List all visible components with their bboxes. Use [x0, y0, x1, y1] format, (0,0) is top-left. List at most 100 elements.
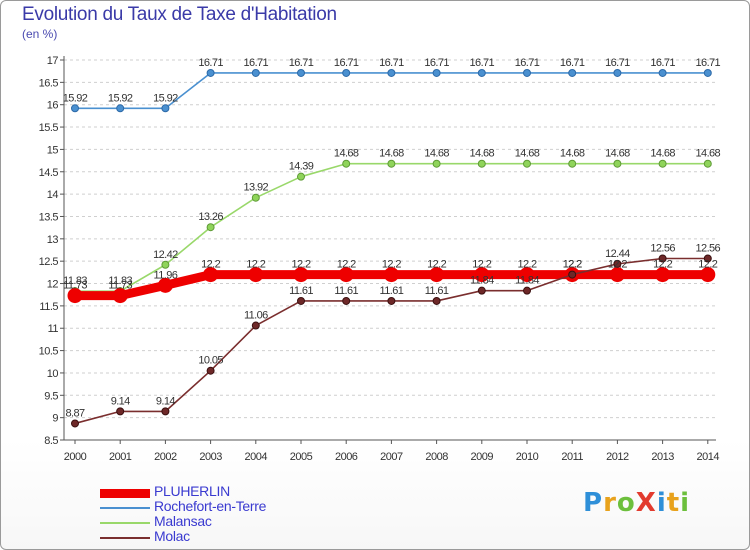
- y-tick-label: 14.5: [39, 167, 59, 179]
- data-label-rochefort-en-terre: 15.92: [63, 92, 88, 104]
- data-point-pluherlin: [67, 288, 83, 304]
- y-tick-label: 8.5: [44, 435, 58, 447]
- x-tick-label: 2010: [516, 451, 539, 463]
- x-tick-label: 2004: [245, 451, 268, 463]
- data-point-malansac: [613, 159, 622, 168]
- data-label-molac: 11.61: [425, 285, 449, 297]
- brand-letter: t: [666, 488, 681, 518]
- data-label-pluherlin: 12.2: [337, 259, 356, 271]
- data-point-molac: [432, 296, 441, 305]
- data-label-molac: 9.14: [111, 395, 130, 407]
- data-label-malansac: 12.42: [153, 249, 178, 261]
- chart-title: Evolution du Taux de Taxe d'Habitation: [22, 4, 337, 25]
- data-point-molac: [658, 254, 667, 263]
- brand-letter: X: [635, 488, 657, 518]
- x-tick-label: 2005: [290, 451, 313, 463]
- data-label-malansac: 14.68: [379, 148, 404, 160]
- y-tick-label: 15.5: [39, 122, 59, 134]
- x-tick-label: 2001: [109, 451, 132, 463]
- data-label-rochefort-en-terre: 16.71: [696, 57, 721, 69]
- data-label-molac: 11.61: [289, 285, 313, 297]
- x-tick-label: 2006: [335, 451, 358, 463]
- data-point-rochefort-en-terre: [342, 68, 351, 77]
- data-point-malansac: [251, 193, 260, 202]
- y-tick-label: 9: [52, 413, 58, 425]
- data-label-molac: 12.2: [563, 259, 582, 271]
- data-label-molac: 11.84: [515, 275, 539, 287]
- data-point-malansac: [297, 172, 305, 181]
- data-label-molac: 8.87: [65, 407, 84, 419]
- data-point-pluherlin: [248, 267, 264, 283]
- brand-letter: o: [616, 488, 636, 518]
- x-tick-label: 2012: [606, 451, 629, 463]
- data-label-rochefort-en-terre: 16.71: [470, 57, 495, 69]
- y-tick-label: 16.5: [39, 77, 59, 89]
- data-label-pluherlin: 12.2: [517, 259, 536, 271]
- data-label-pluherlin: 12.2: [653, 259, 672, 271]
- y-tick-label: 15: [47, 144, 59, 156]
- data-label-malansac: 14.68: [470, 148, 495, 160]
- x-tick-label: 2008: [425, 451, 448, 463]
- data-label-malansac: 11.83: [63, 275, 87, 287]
- y-tick-label: 12.5: [39, 256, 59, 268]
- data-point-rochefort-en-terre: [297, 68, 305, 77]
- y-tick-label: 11: [48, 323, 59, 335]
- data-label-malansac: 13.92: [244, 182, 269, 194]
- data-point-malansac: [523, 159, 531, 168]
- data-point-molac: [477, 286, 486, 295]
- legend-label: Molac: [154, 528, 190, 544]
- data-point-rochefort-en-terre: [477, 68, 486, 77]
- y-tick-label: 10.5: [39, 346, 59, 358]
- brand-letter: P: [583, 488, 604, 518]
- data-label-rochefort-en-terre: 16.71: [244, 57, 269, 69]
- y-tick-label: 16: [47, 100, 59, 112]
- x-tick-label: 2003: [199, 451, 222, 463]
- data-label-malansac: 14.39: [289, 161, 314, 173]
- data-point-pluherlin: [157, 277, 173, 293]
- data-label-malansac: 14.68: [605, 148, 630, 160]
- data-label-rochefort-en-terre: 15.92: [108, 92, 133, 104]
- data-label-molac: 12.56: [650, 242, 675, 254]
- data-label-rochefort-en-terre: 16.71: [424, 57, 449, 69]
- data-label-pluherlin: 12.2: [291, 259, 310, 271]
- brand-letter: i: [680, 488, 691, 518]
- data-point-pluherlin: [293, 267, 309, 283]
- data-point-rochefort-en-terre: [206, 68, 215, 77]
- data-label-rochefort-en-terre: 16.71: [560, 57, 585, 69]
- data-label-malansac: 13.26: [198, 211, 223, 223]
- data-point-rochefort-en-terre: [161, 104, 170, 113]
- data-label-pluherlin: 11.96: [154, 269, 178, 281]
- y-tick-label: 13.5: [39, 211, 59, 223]
- legend-swatch: [100, 522, 150, 524]
- data-point-malansac: [206, 223, 215, 232]
- data-label-rochefort-en-terre: 16.71: [289, 57, 314, 69]
- data-label-molac: 10.05: [198, 355, 223, 367]
- legend-label: PLUHERLIN: [154, 483, 230, 499]
- y-tick-label: 12: [47, 279, 59, 291]
- chart-subtitle: (en %): [22, 27, 58, 41]
- data-point-rochefort-en-terre: [116, 104, 125, 113]
- data-label-malansac: 11.83: [108, 275, 132, 287]
- legend-label: Malansac: [154, 513, 212, 529]
- data-point-pluherlin: [700, 267, 716, 283]
- data-point-pluherlin: [429, 267, 445, 283]
- x-tick-label: 2009: [471, 451, 494, 463]
- data-point-molac: [116, 407, 125, 416]
- data-point-malansac: [161, 260, 170, 269]
- brand-letter: r: [603, 488, 617, 518]
- data-label-malansac: 14.68: [650, 148, 675, 160]
- data-label-pluherlin: 12.2: [427, 259, 446, 271]
- brand-letter: i: [656, 488, 667, 518]
- data-label-pluherlin: 12.2: [563, 259, 582, 271]
- data-label-molac: 11.06: [244, 310, 268, 322]
- data-point-malansac: [658, 159, 667, 168]
- data-label-molac: 11.61: [380, 285, 404, 297]
- data-point-molac: [703, 254, 712, 263]
- data-label-rochefort-en-terre: 16.71: [334, 57, 359, 69]
- data-label-pluherlin: 12.2: [201, 259, 220, 271]
- x-tick-label: 2002: [154, 451, 177, 463]
- data-label-malansac: 14.68: [515, 148, 540, 160]
- y-tick-label: 9.5: [44, 390, 58, 402]
- data-point-pluherlin: [203, 267, 219, 283]
